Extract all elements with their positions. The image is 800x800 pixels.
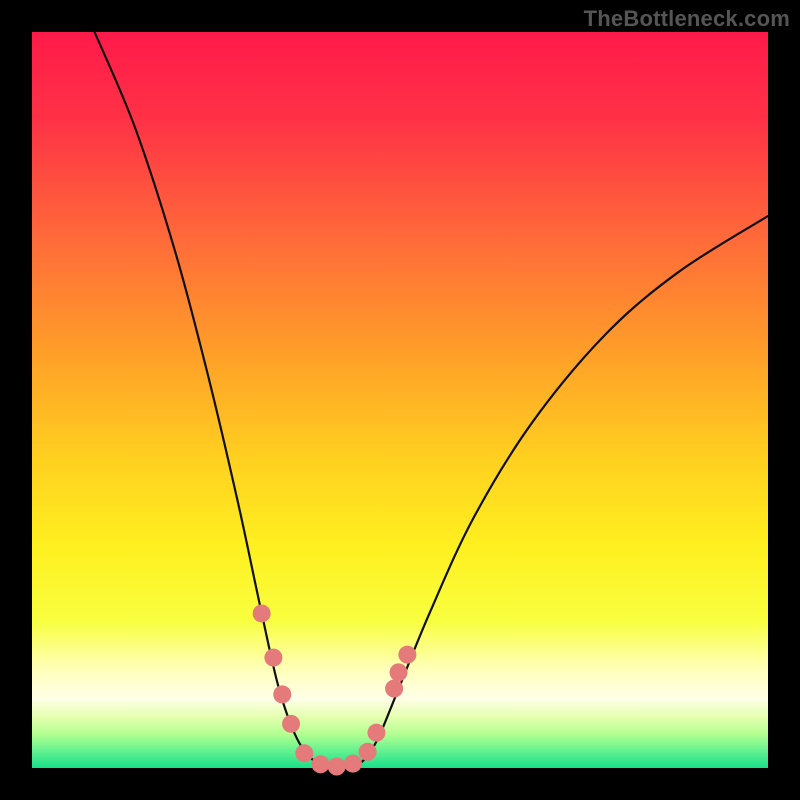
chart-svg bbox=[0, 0, 800, 800]
marker-point bbox=[312, 755, 330, 773]
marker-point bbox=[344, 755, 362, 773]
marker-point bbox=[385, 680, 403, 698]
chart-frame: TheBottleneck.com bbox=[0, 0, 800, 800]
marker-point bbox=[264, 649, 282, 667]
marker-point bbox=[398, 646, 416, 664]
marker-point bbox=[359, 743, 377, 761]
marker-point bbox=[273, 685, 291, 703]
marker-point bbox=[390, 663, 408, 681]
marker-point bbox=[367, 724, 385, 742]
marker-point bbox=[282, 715, 300, 733]
marker-point bbox=[253, 604, 271, 622]
marker-point bbox=[295, 744, 313, 762]
marker-point bbox=[328, 758, 346, 776]
watermark-text: TheBottleneck.com bbox=[584, 6, 790, 32]
